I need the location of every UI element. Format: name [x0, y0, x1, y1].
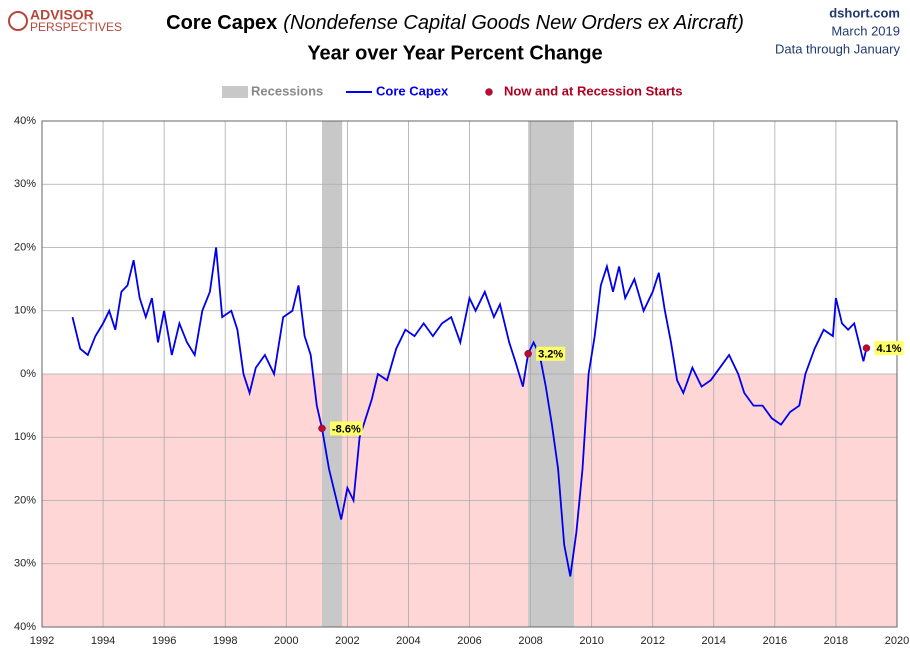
x-tick-label: 1998 [213, 635, 237, 647]
y-tick-label: 40% [14, 621, 36, 633]
marker-label: 4.1% [876, 343, 901, 355]
x-tick-label: 2000 [274, 635, 298, 647]
legend-swatch [485, 88, 493, 96]
x-tick-label: 2002 [335, 635, 359, 647]
y-tick-label: 10% [14, 431, 36, 443]
title: Core Capex [166, 12, 277, 34]
plot-frame [41, 120, 898, 628]
marker-label: -8.6% [332, 423, 361, 435]
x-tick-label: 2012 [640, 635, 664, 647]
x-tick-label: 2016 [763, 635, 787, 647]
x-tick-label: 2006 [457, 635, 481, 647]
marker-label-bg [330, 421, 363, 436]
subtitle: Year over Year Percent Change [307, 42, 602, 64]
y-tick-label: 20% [14, 241, 36, 253]
legend-swatch [222, 86, 248, 98]
x-tick-label: 1992 [30, 635, 54, 647]
logo: PERSPECTIVES [30, 20, 122, 34]
y-tick-label: 0% [20, 368, 36, 380]
logo-icon [8, 11, 28, 31]
legend-label: Recessions [251, 83, 323, 98]
marker-label-bg [874, 341, 904, 356]
y-tick-label: 40% [14, 115, 36, 127]
y-tick-label: 30% [14, 558, 36, 570]
marker [524, 350, 532, 358]
marker [862, 344, 871, 352]
marker-label: 3.2% [538, 349, 563, 361]
y-tick-label: 20% [14, 494, 36, 506]
legend: Recessions Core Capex Now and at Recessi… [222, 83, 682, 98]
marker [318, 424, 326, 433]
x-tick-label: 2008 [518, 635, 542, 647]
y-tick-label: 30% [14, 178, 36, 190]
chart-title: Core Capex (Nondefense Capital Goods New … [166, 12, 744, 34]
source: Data through January [775, 41, 901, 56]
logo: ADVISOR [30, 7, 94, 23]
x-tick-label: 2020 [885, 635, 909, 647]
y-tick-label: 10% [14, 305, 36, 317]
x-tick-label: 2014 [702, 635, 726, 647]
legend-label: Now and at Recession Starts [504, 83, 682, 98]
x-tick-label: 2018 [824, 635, 848, 647]
x-tick-label: 1994 [91, 635, 115, 647]
source: March 2019 [831, 23, 900, 38]
source: dshort.com [829, 5, 900, 20]
legend-label: Core Capex [376, 83, 449, 98]
x-tick-label: 2010 [579, 635, 603, 647]
x-tick-label: 1996 [152, 635, 176, 647]
series-line [71, 247, 868, 577]
title-note: (Nondefense Capital Goods New Orders ex … [283, 12, 744, 34]
x-tick-label: 2004 [396, 635, 420, 647]
marker-label-bg [536, 346, 566, 361]
